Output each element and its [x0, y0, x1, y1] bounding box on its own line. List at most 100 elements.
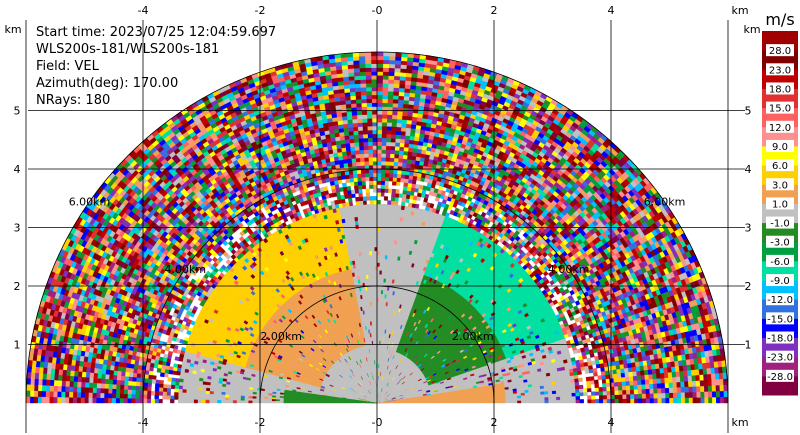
range-gate-cell — [602, 382, 607, 388]
range-gate-cell — [594, 387, 600, 392]
range-gate-cell — [536, 399, 541, 404]
range-gate-cell — [593, 379, 599, 385]
range-gate-cell — [633, 384, 639, 390]
range-gate-cell — [551, 390, 557, 395]
range-gate-cell — [692, 386, 697, 393]
range-gate-cell — [570, 381, 576, 387]
range-gate-cell — [688, 386, 693, 393]
range-gate-cell — [630, 398, 635, 404]
range-gate-cell — [683, 375, 689, 382]
range-gate-cell — [493, 398, 499, 402]
range-gate-cell — [489, 400, 495, 404]
range-gate-cell — [517, 397, 522, 401]
range-gate-cell — [513, 395, 518, 399]
range-gate-cell — [517, 400, 522, 404]
range-gate-cell — [661, 397, 666, 404]
range-gate-cell — [676, 386, 682, 393]
range-gate-cell — [636, 370, 641, 376]
range-gate-cell — [587, 399, 592, 404]
range-gate-cell — [532, 397, 538, 401]
range-gate-cell — [567, 389, 572, 394]
range-gate-cell — [563, 389, 569, 394]
range-gate-cell — [649, 393, 655, 399]
range-gate-cell — [591, 398, 596, 404]
range-gate-cell — [485, 398, 491, 402]
range-gate-cell — [680, 381, 685, 388]
range-gate-cell — [586, 380, 591, 385]
range-gate-cell — [641, 393, 647, 399]
range-gate-cell — [548, 399, 553, 404]
range-gate-cell — [560, 399, 565, 404]
range-gate-cell — [680, 391, 686, 398]
range-gate-cell — [559, 396, 565, 401]
range-gate-cell — [614, 385, 619, 391]
range-gate-cell — [672, 376, 677, 383]
range-gate-cell — [629, 380, 635, 386]
range-gate-cell — [672, 387, 678, 393]
range-gate-cell — [536, 397, 542, 401]
range-gate-cell — [719, 390, 725, 398]
range-gate-cell — [652, 378, 658, 384]
range-gate-cell — [466, 401, 471, 404]
range-gate-cell — [687, 369, 692, 377]
range-gate-cell — [684, 391, 690, 398]
range-gate-cell — [586, 384, 592, 389]
range-gate-cell — [637, 388, 643, 395]
range-gate-cell — [653, 397, 658, 404]
range-gate-cell — [684, 386, 690, 393]
range-gate-cell — [640, 379, 646, 385]
range-gate-cell — [599, 398, 604, 404]
range-gate-cell — [598, 390, 604, 396]
range-gate-cell — [700, 385, 705, 392]
range-gate-cell — [601, 374, 607, 380]
range-gate-cell — [578, 377, 583, 383]
range-gate-cell — [566, 382, 572, 387]
range-gate-cell — [618, 398, 623, 404]
range-gate-cell — [552, 399, 557, 404]
range-gate-cell — [559, 389, 565, 394]
range-gate-cell — [614, 398, 619, 404]
range-gate-cell — [695, 374, 701, 381]
range-gate-cell — [656, 372, 661, 379]
range-gate-cell — [520, 397, 526, 401]
range-gate-cell — [520, 394, 526, 399]
range-gate-cell — [633, 393, 639, 399]
range-gate-cell — [505, 398, 510, 402]
range-gate-cell — [551, 387, 557, 392]
range-gate-cell — [547, 390, 553, 395]
range-gate-cell — [719, 384, 725, 392]
range-gate-cell — [520, 392, 526, 396]
range-gate-cell — [703, 373, 708, 381]
range-gate-cell — [664, 382, 670, 389]
range-gate-cell — [652, 373, 657, 380]
range-gate-cell — [586, 387, 592, 393]
range-gate-cell — [559, 386, 564, 391]
range-gate-cell — [505, 400, 510, 404]
range-gate-cell — [633, 389, 639, 395]
range-gate-cell — [715, 396, 721, 404]
range-gate-cell — [692, 397, 697, 404]
range-gate-cell — [591, 395, 596, 400]
range-gate-cell — [571, 392, 577, 397]
range-gate-cell — [661, 387, 666, 394]
range-gate-cell — [621, 380, 627, 387]
range-gate-cell — [624, 376, 630, 382]
range-gate-cell — [634, 398, 639, 404]
range-gate-cell — [567, 395, 573, 400]
range-gate-cell — [626, 389, 631, 395]
range-gate-cell — [671, 371, 677, 378]
range-gate-cell — [575, 392, 580, 397]
range-gate-cell — [622, 394, 627, 399]
range-gate-cell — [636, 375, 642, 381]
range-gate-cell — [547, 387, 553, 392]
range-gate-cell — [562, 382, 568, 387]
range-gate-cell — [579, 391, 584, 397]
range-gate-cell — [700, 391, 705, 398]
range-gate-cell — [649, 398, 655, 404]
range-gate-cell — [639, 369, 645, 376]
range-gate-cell — [556, 396, 561, 401]
range-gate-cell — [532, 399, 538, 404]
range-gate-cell — [649, 388, 654, 394]
range-gate-cell — [715, 390, 721, 398]
